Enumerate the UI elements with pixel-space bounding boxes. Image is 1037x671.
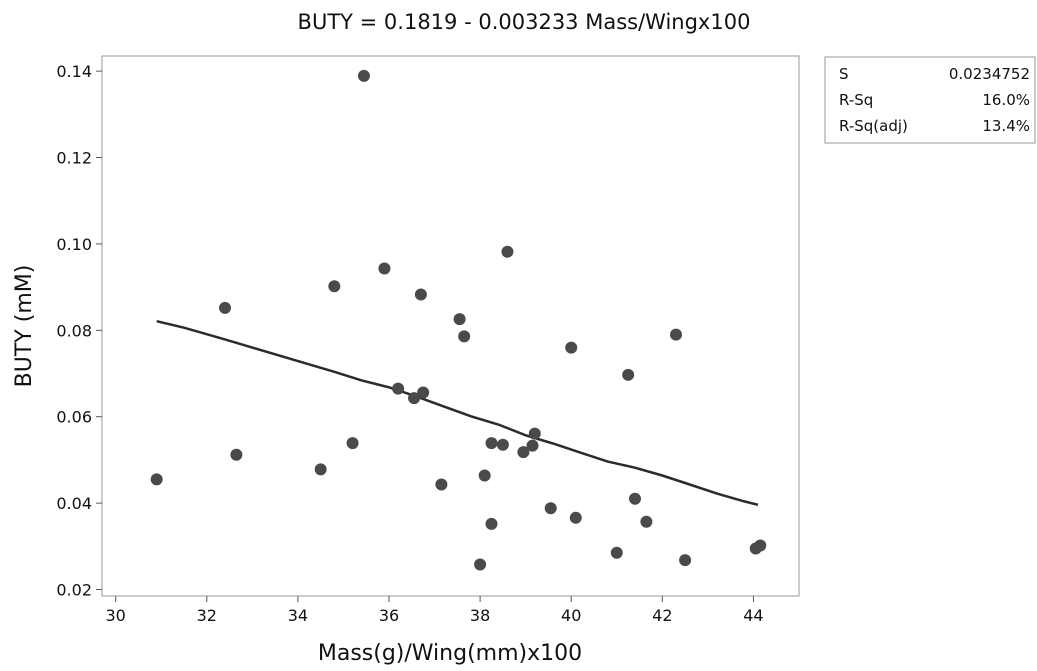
data-point: [496, 438, 509, 451]
data-point: [417, 386, 430, 399]
data-point: [679, 554, 692, 567]
data-point: [230, 448, 243, 461]
chart-title: BUTY = 0.1819 - 0.003233 Mass/Wingx100: [298, 10, 751, 34]
stats-label-rsq: R-Sq: [839, 91, 873, 109]
data-point: [453, 313, 466, 326]
data-point: [501, 245, 514, 258]
y-axis: 0.02 0.04 0.06 0.08 0.10 0.12 0.14: [56, 62, 102, 600]
x-tick-label: 34: [288, 606, 308, 625]
regression-stats-box: S 0.0234752 R-Sq 16.0% R-Sq(adj) 13.4%: [824, 56, 1036, 144]
y-axis-label: BUTY (mM): [12, 265, 37, 388]
y-tick-label: 0.10: [56, 235, 92, 254]
x-tick-label: 32: [197, 606, 217, 625]
data-point: [474, 558, 487, 571]
plot-frame: [101, 55, 800, 597]
data-point: [640, 515, 653, 528]
data-point: [528, 427, 541, 440]
data-point: [565, 341, 578, 354]
data-point: [346, 437, 359, 450]
data-point: [517, 446, 530, 459]
data-point: [392, 382, 405, 395]
data-point: [544, 502, 557, 515]
x-tick-label: 30: [105, 606, 125, 625]
stats-box-frame: [824, 56, 1036, 144]
x-axis: 30 32 34 36 38 40 42 44: [105, 596, 764, 625]
data-point: [314, 463, 327, 476]
data-point: [754, 539, 767, 552]
data-point: [435, 478, 448, 491]
data-points: [150, 69, 767, 571]
data-point: [378, 262, 391, 275]
data-point: [357, 69, 370, 82]
data-point: [569, 511, 582, 524]
data-point: [414, 288, 427, 301]
y-tick-label: 0.08: [56, 321, 92, 340]
data-point: [622, 368, 635, 381]
stats-value-rsq-adj: 13.4%: [982, 117, 1030, 135]
stats-value-rsq: 16.0%: [982, 91, 1030, 109]
data-point: [328, 280, 341, 293]
data-point: [610, 546, 623, 559]
data-point: [150, 473, 163, 486]
x-tick-label: 40: [561, 606, 581, 625]
x-axis-label: Mass(g)/Wing(mm)x100: [318, 641, 582, 666]
data-point: [219, 301, 231, 314]
y-tick-label: 0.02: [56, 581, 92, 600]
data-point: [458, 330, 471, 343]
x-tick-label: 36: [379, 606, 399, 625]
y-tick-label: 0.04: [56, 494, 92, 513]
data-point: [408, 392, 421, 405]
stats-label-rsq-adj: R-Sq(adj): [839, 117, 908, 135]
data-point: [478, 469, 491, 482]
x-tick-label: 44: [743, 606, 763, 625]
stats-label-s: S: [839, 65, 849, 83]
x-tick-label: 38: [470, 606, 490, 625]
y-tick-label: 0.12: [56, 149, 92, 168]
y-tick-label: 0.14: [56, 62, 92, 81]
data-point: [526, 439, 539, 452]
data-point: [670, 328, 682, 341]
stats-value-s: 0.0234752: [949, 65, 1030, 83]
data-point: [629, 492, 641, 505]
data-point: [485, 517, 498, 530]
y-tick-label: 0.06: [56, 408, 92, 427]
x-tick-label: 42: [652, 606, 672, 625]
regression-line: [156, 319, 759, 507]
data-point: [485, 437, 498, 450]
